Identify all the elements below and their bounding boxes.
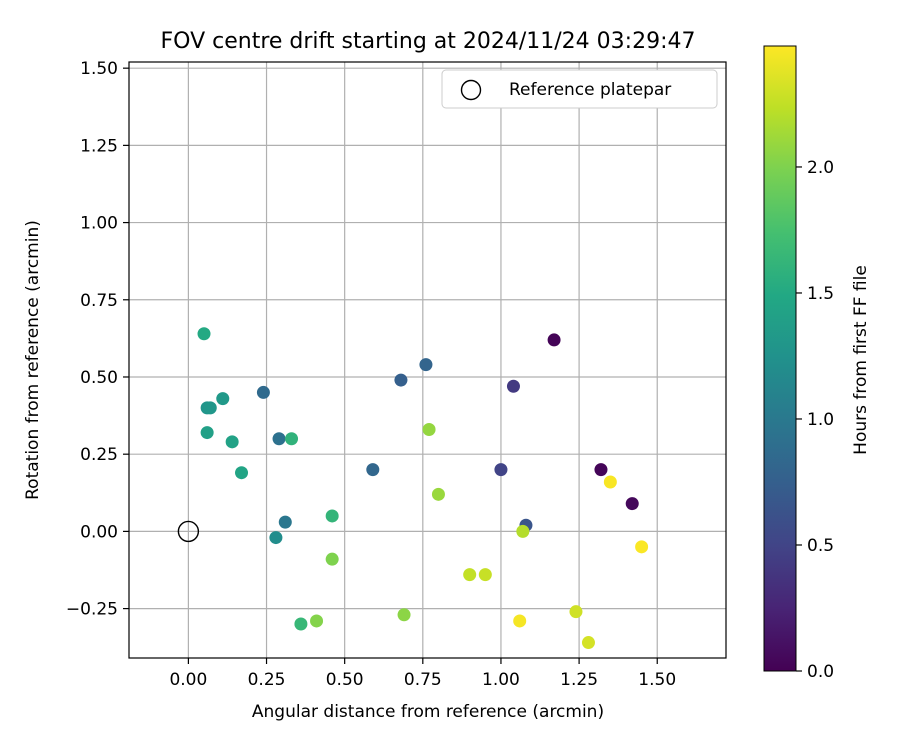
x-axis-label: Angular distance from reference (arcmin) [252, 702, 604, 722]
data-point [325, 552, 339, 566]
data-point [635, 540, 649, 554]
legend-label: Reference platepar [509, 80, 671, 100]
colorbar-tick-label: 0.5 [807, 536, 834, 556]
colorbar-ticks: 0.0 0.5 1.0 1.5 2.0 [796, 158, 834, 682]
y-tick-label: 0.50 [80, 368, 118, 388]
legend: Reference platepar [441, 69, 718, 109]
plot-frame [128, 61, 727, 659]
data-point [294, 617, 308, 631]
data-point [419, 358, 433, 372]
data-point [397, 608, 411, 622]
data-point [394, 373, 408, 387]
data-point [547, 333, 561, 347]
x-tick-label: 0.00 [169, 670, 207, 690]
x-tick-label: 0.75 [404, 670, 442, 690]
data-point [478, 568, 492, 582]
data-point [325, 509, 339, 523]
data-point [603, 475, 617, 489]
data-point [494, 463, 508, 477]
reference-marker [177, 520, 200, 543]
y-tick-label: 1.25 [80, 136, 118, 156]
chart-title: FOV centre drift starting at 2024/11/24 … [161, 29, 696, 54]
x-axis-ticks: 0.00 0.25 0.50 0.75 1.00 1.25 1.50 [169, 658, 676, 690]
x-tick-label: 1.50 [638, 670, 676, 690]
data-point [594, 463, 608, 477]
colorbar-gradient [763, 45, 797, 672]
data-point [225, 435, 239, 449]
data-point [422, 422, 436, 436]
y-tick-label: 0.75 [80, 291, 118, 311]
data-point [200, 426, 214, 440]
y-tick-label: 0.25 [80, 445, 118, 465]
data-points [197, 327, 649, 650]
data-point [463, 568, 477, 582]
data-point [203, 401, 217, 415]
colorbar-tick-label: 0.0 [807, 662, 834, 682]
x-tick-label: 1.00 [482, 670, 520, 690]
data-point [625, 497, 639, 511]
data-point [285, 432, 299, 446]
colorbar: 0.0 0.5 1.0 1.5 2.0 Hours from first FF file [763, 45, 871, 682]
x-tick-label: 0.50 [326, 670, 364, 690]
data-point [513, 614, 527, 628]
reference-point-marker [177, 520, 200, 543]
y-tick-label: 0.00 [80, 522, 118, 542]
data-point [516, 524, 530, 538]
colorbar-tick-label: 2.0 [807, 158, 834, 178]
colorbar-label: Hours from first FF file [851, 265, 871, 455]
colorbar-tick-label: 1.0 [807, 410, 834, 430]
legend-box [441, 69, 718, 109]
grid-lines [129, 62, 726, 658]
data-point [272, 432, 286, 446]
data-point [235, 466, 249, 480]
data-point [216, 392, 230, 406]
data-point [269, 531, 283, 545]
data-point [506, 379, 520, 393]
data-point [366, 463, 380, 477]
y-tick-label: 1.50 [80, 59, 118, 79]
data-point [197, 327, 211, 341]
y-tick-label: −0.25 [66, 600, 118, 620]
colorbar-tick-label: 1.5 [807, 284, 834, 304]
x-tick-label: 0.25 [248, 670, 286, 690]
y-axis-label: Rotation from reference (arcmin) [23, 220, 43, 500]
data-point [278, 515, 292, 529]
data-point [581, 636, 595, 650]
data-point [256, 385, 270, 399]
legend-marker-icon [460, 79, 482, 101]
x-tick-label: 1.25 [560, 670, 598, 690]
y-tick-label: 1.00 [80, 214, 118, 234]
data-point [431, 487, 445, 501]
data-point [310, 614, 324, 628]
data-point [569, 605, 583, 619]
y-axis-ticks: −0.25 0.00 0.25 0.50 0.75 1.00 1.25 1.50 [66, 59, 129, 620]
